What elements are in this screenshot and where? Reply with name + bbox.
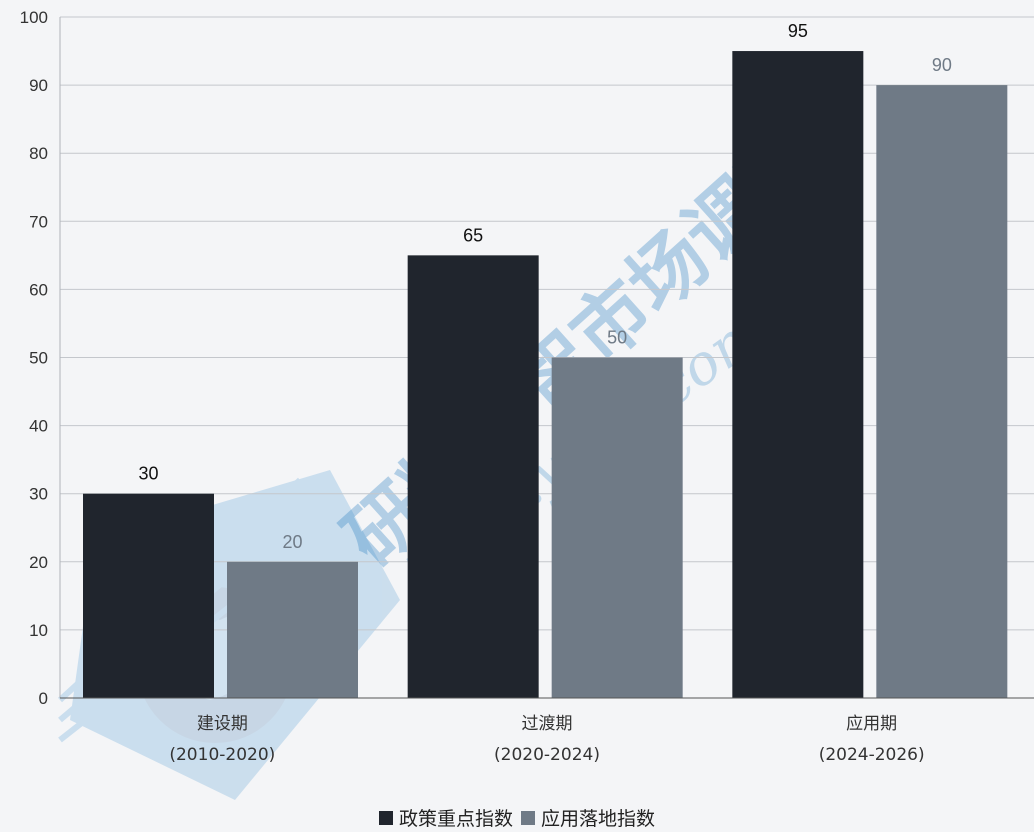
bar-2-3	[876, 85, 1008, 699]
x-tick-label: 过渡期	[522, 714, 573, 734]
bar-1-3	[732, 51, 864, 699]
legend-swatch-series-2	[521, 810, 535, 825]
bars	[83, 51, 1008, 699]
data-labels: 30 20 65 50 95 90	[138, 21, 951, 552]
legend-label-series-2: 应用落地指数	[541, 808, 656, 830]
bar-1-1	[83, 493, 214, 698]
y-tick-label: 30	[29, 485, 48, 504]
y-tick-label: 60	[29, 280, 48, 299]
y-tick-label: 40	[29, 417, 48, 436]
legend-item-series-2: 应用落地指数	[521, 804, 655, 831]
y-tick-label: 70	[29, 212, 48, 231]
x-axis: 建设期 (2010-2020) 过渡期 (2020-2024) 应用期 (2024-202…	[60, 697, 1034, 765]
bar-2-2	[551, 357, 683, 698]
y-tick-label: 50	[29, 349, 48, 368]
data-label-2-2: 50	[607, 328, 627, 348]
data-label-2-3: 90	[932, 55, 952, 75]
y-tick-label: 20	[29, 553, 48, 572]
y-tick-label: 0	[39, 689, 48, 708]
x-tick-label: 建设期	[197, 714, 248, 734]
y-axis: 0 10 20 30 40 50 60 70 80 90 100	[20, 8, 61, 708]
x-tick-label: (2024-2026)	[819, 745, 925, 765]
y-tick-label: 90	[29, 76, 48, 95]
legend-label-series-1: 政策重点指数	[398, 808, 513, 830]
y-tick-label: 80	[29, 144, 48, 163]
legend: 政策重点指数 应用落地指数	[0, 804, 1034, 831]
data-label-1-1: 30	[138, 464, 158, 484]
legend-swatch-series-1	[378, 810, 393, 825]
x-tick-label: 应用期	[846, 714, 897, 734]
legend-item-series-1: 政策重点指数	[378, 804, 513, 831]
data-label-1-3: 95	[788, 21, 808, 41]
bar-1-2	[407, 255, 539, 698]
grid-lines	[60, 16, 1034, 631]
data-label-1-2: 65	[463, 225, 483, 245]
y-tick-label: 10	[29, 621, 48, 640]
bar-2-1	[227, 561, 358, 698]
data-label-2-1: 20	[282, 532, 302, 552]
bar-chart: 研精毕智市场调研 www.yjbzr.com 01020304050607080…	[20, 8, 1034, 800]
y-tick-label: 100	[20, 8, 48, 27]
x-tick-label: (2020-2024)	[494, 745, 600, 765]
x-tick-label: (2010-2020)	[169, 745, 275, 765]
